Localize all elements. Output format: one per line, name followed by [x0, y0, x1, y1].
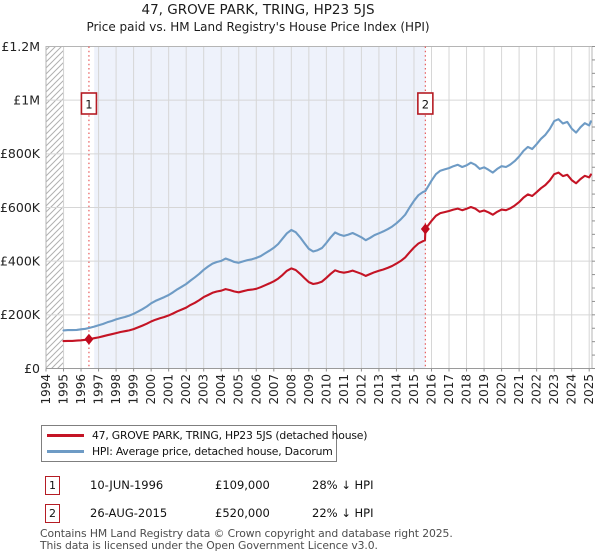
- transaction-1-marker-badge: 1: [45, 476, 60, 495]
- x-tick-label: 1999: [127, 374, 141, 405]
- transaction-2-vs-hpi: 22% ↓ HPI: [312, 506, 374, 520]
- transaction-row-1: 1 10-JUN-1996 £109,000 28% ↓ HPI: [0, 476, 600, 496]
- hpi-line-swatch: [47, 450, 84, 454]
- y-tick-label: £0: [24, 361, 40, 376]
- page-subtitle: Price paid vs. HM Land Registry's House …: [86, 20, 430, 34]
- x-tick-label: 2009: [302, 374, 316, 405]
- transaction-2-date: 26-AUG-2015: [90, 506, 168, 520]
- price-paid-line-swatch: [47, 433, 84, 437]
- x-tick-label: 2022: [530, 374, 544, 405]
- x-tick-label: 2021: [512, 374, 526, 405]
- y-tick-label: £400K: [0, 253, 41, 268]
- x-tick-label: 2000: [144, 374, 158, 405]
- transaction-1-vs-hpi: 28% ↓ HPI: [312, 478, 374, 492]
- x-tick-label: 1995: [57, 374, 71, 405]
- y-tick-label: £600K: [0, 200, 41, 215]
- x-tick-label: 2020: [495, 374, 509, 405]
- transaction-2-marker-badge: 2: [45, 504, 60, 523]
- legend-item-price-paid: 47, GROVE PARK, TRING, HP23 5JS (detache…: [42, 428, 367, 443]
- x-tick-label: 1996: [74, 374, 88, 405]
- page-title: 47, GROVE PARK, TRING, HP23 5JS: [141, 2, 375, 18]
- x-tick-label: 1994: [39, 374, 53, 405]
- transaction-1-date: 10-JUN-1996: [90, 478, 164, 492]
- x-tick-label: 1998: [109, 374, 123, 405]
- svg-text:2: 2: [422, 98, 429, 112]
- y-tick-label: £800K: [0, 146, 41, 161]
- x-tick-label: 2006: [249, 374, 263, 405]
- x-tick-label: 2008: [284, 374, 298, 405]
- x-tick-label: 2005: [232, 374, 246, 405]
- transaction-2-price: £520,000: [215, 506, 270, 520]
- y-tick-label: £200K: [0, 307, 41, 322]
- x-tick-label: 2023: [547, 374, 561, 405]
- sale-2-badge: [417, 92, 434, 115]
- x-tick-label: 2015: [407, 374, 421, 405]
- y-tick-label: £1.2M: [1, 39, 40, 54]
- transaction-1-price: £109,000: [215, 478, 270, 492]
- transaction-row-2: 2 26-AUG-2015 £520,000 22% ↓ HPI: [0, 504, 600, 524]
- x-tick-label: 1997: [92, 374, 106, 405]
- license-line-2: This data is licensed under the Open Gov…: [40, 539, 378, 552]
- legend-box: 47, GROVE PARK, TRING, HP23 5JS (detache…: [41, 425, 367, 462]
- x-tick-label: 2018: [460, 374, 474, 405]
- hpi-line: [62, 118, 592, 332]
- x-tick-label: 2007: [267, 374, 281, 405]
- legend-label-price-paid: 47, GROVE PARK, TRING, HP23 5JS (detache…: [92, 428, 368, 442]
- x-tick-label: 2002: [179, 374, 193, 405]
- x-tick-label: 2004: [214, 374, 228, 405]
- sale-2-point: [420, 223, 430, 235]
- x-tick-label: 2014: [389, 374, 403, 405]
- x-tick-label: 2011: [337, 374, 351, 405]
- license-note: Contains HM Land Registry data © Crown c…: [40, 528, 453, 552]
- sale-1-badge: [80, 92, 98, 115]
- axis-ticks: [45, 46, 595, 372]
- x-tick-label: 2025: [582, 374, 596, 405]
- price-paid-line: [62, 171, 592, 343]
- x-tick-label: 2013: [372, 374, 386, 405]
- legend-item-hpi: HPI: Average price, detached house, Daco…: [42, 444, 336, 459]
- y-tick-label: £1M: [13, 92, 40, 107]
- x-tick-label: 2012: [354, 374, 368, 405]
- x-tick-label: 2019: [477, 374, 491, 405]
- x-tick-label: 2010: [319, 374, 333, 405]
- x-tick-label: 2024: [565, 374, 579, 405]
- sale-1-point: [84, 333, 94, 345]
- svg-text:1: 1: [85, 98, 92, 112]
- price-chart-canvas: 1 2 £0 £200K £400K £600K £800K £1M £1.2M 1994 1995…: [0, 39, 596, 405]
- license-line-1: Contains HM Land Registry data © Crown c…: [40, 527, 453, 540]
- x-tick-label: 2016: [424, 374, 438, 405]
- x-tick-label: 2017: [442, 374, 456, 405]
- x-tick-label: 2001: [162, 374, 176, 405]
- legend-label-hpi: HPI: Average price, detached house, Daco…: [92, 445, 333, 459]
- x-tick-label: 2003: [197, 374, 211, 405]
